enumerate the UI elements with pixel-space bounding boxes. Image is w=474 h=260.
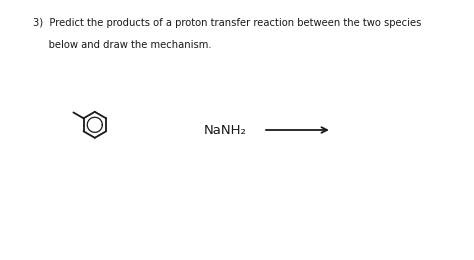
Text: below and draw the mechanism.: below and draw the mechanism. [33, 40, 212, 50]
Text: NaNH₂: NaNH₂ [204, 124, 246, 136]
Text: 3)  Predict the products of a proton transfer reaction between the two species: 3) Predict the products of a proton tran… [33, 18, 421, 28]
